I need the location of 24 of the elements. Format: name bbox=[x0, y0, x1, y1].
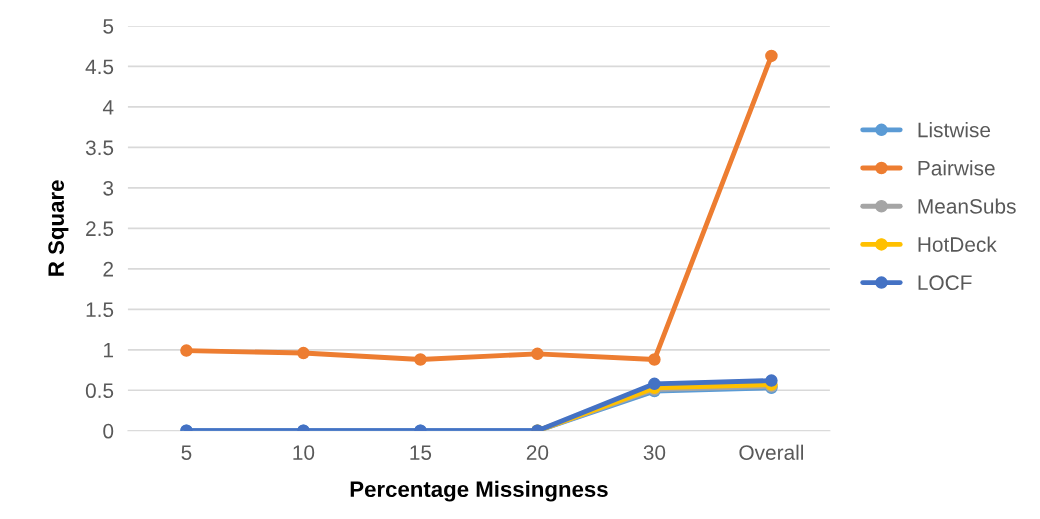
y-tick-label: 4.5 bbox=[85, 59, 114, 75]
x-tick-label: 10 bbox=[293, 445, 315, 460]
legend-label: Listwise bbox=[918, 122, 991, 138]
legend-label: HotDeck bbox=[918, 236, 997, 252]
x-tick-label: 5 bbox=[181, 445, 192, 460]
legend-label: LOCF bbox=[918, 275, 972, 291]
x-axis-title: Percentage Missingness bbox=[350, 480, 608, 502]
x-tick-label: 30 bbox=[643, 445, 666, 460]
y-tick-label: 4 bbox=[102, 100, 114, 115]
y-tick-label: 2.5 bbox=[86, 221, 114, 237]
x-tick-label: Overall bbox=[739, 444, 804, 460]
y-tick-label: 1 bbox=[104, 343, 114, 358]
legend-label: MeanSubs bbox=[918, 198, 1016, 214]
y-tick-label: 0 bbox=[103, 423, 114, 439]
y-tick-label: 5 bbox=[103, 19, 114, 34]
y-tick-label: 1.5 bbox=[86, 302, 114, 318]
y-tick-label: 2 bbox=[103, 261, 113, 277]
y-tick-label: 0.5 bbox=[85, 383, 114, 399]
y-tick-label: 3 bbox=[103, 180, 114, 196]
y-tick-label: 3.5 bbox=[85, 140, 114, 156]
x-tick-label: 15 bbox=[410, 445, 432, 460]
x-tick-label: 20 bbox=[526, 445, 549, 460]
legend-label: Pairwise bbox=[918, 160, 995, 176]
y-axis-title: R Square bbox=[48, 180, 69, 276]
